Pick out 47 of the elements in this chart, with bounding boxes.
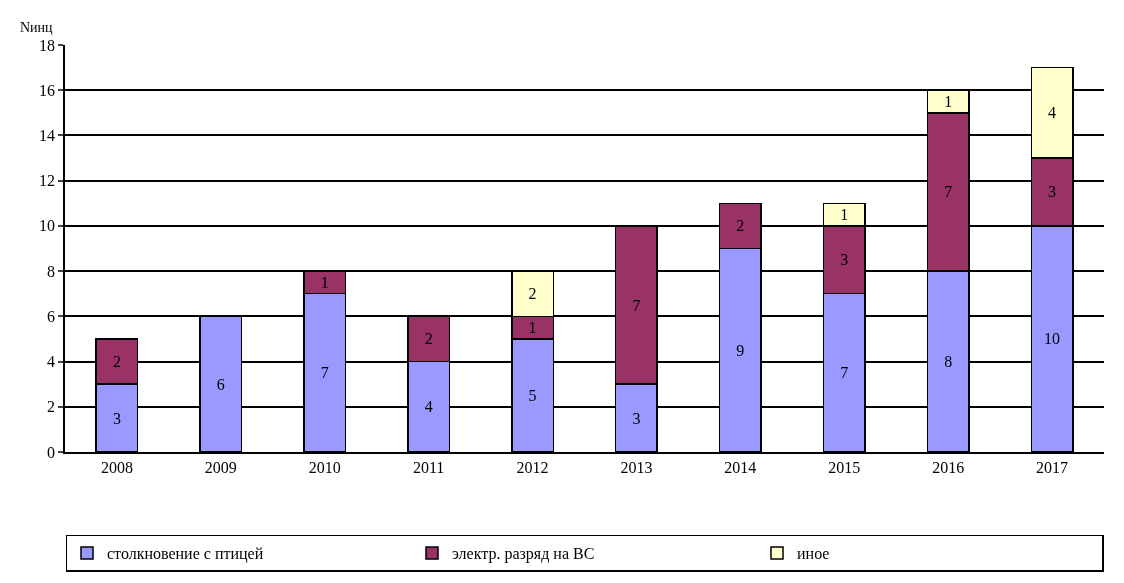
x-tick-label: 2013: [620, 458, 653, 476]
data-label: 1: [320, 273, 329, 291]
data-label: 2: [112, 353, 121, 371]
data-label: 7: [632, 296, 641, 314]
y-axis-title: Nинц: [20, 20, 54, 35]
data-label: 3: [840, 251, 849, 269]
data-label: 2: [736, 217, 745, 235]
y-tick-label: 18: [39, 36, 56, 54]
x-tick-label: 2016: [932, 458, 965, 476]
legend-label: электр. разряд на ВС: [452, 545, 595, 564]
data-label: 1: [944, 93, 953, 111]
data-label: 1: [528, 319, 537, 337]
data-label: 7: [840, 364, 849, 382]
x-tick-label: 2011: [412, 458, 445, 476]
data-label: 2: [528, 285, 537, 303]
data-label: 3: [112, 409, 121, 427]
data-label: 10: [1044, 330, 1061, 348]
y-tick-label: 6: [47, 307, 56, 325]
x-tick-label: 2014: [724, 458, 757, 476]
data-label: 5: [528, 386, 537, 404]
y-tick-label: 4: [47, 353, 56, 371]
data-label: 3: [1048, 183, 1057, 201]
data-label: 4: [1048, 104, 1057, 122]
data-label: 6: [216, 375, 225, 393]
data-label: 7: [320, 364, 329, 382]
x-tick-label: 2017: [1036, 458, 1069, 476]
data-label: 4: [424, 398, 433, 416]
y-tick-label: 8: [47, 262, 56, 280]
y-tick-label: 14: [39, 127, 56, 145]
data-label: 3: [632, 409, 641, 427]
y-tick-label: 2: [47, 398, 56, 416]
data-label: 1: [840, 206, 849, 224]
data-label: 2: [424, 330, 433, 348]
x-tick-label: 2008: [100, 458, 133, 476]
x-tick-label: 2010: [308, 458, 341, 476]
x-tick-label: 2015: [828, 458, 861, 476]
y-tick-label: 12: [39, 172, 56, 190]
y-tick-label: 16: [39, 81, 56, 99]
y-tick-label: 0: [47, 443, 56, 461]
legend-label: иное: [797, 545, 830, 563]
data-label: 7: [944, 183, 953, 201]
data-label: 9: [736, 341, 745, 359]
y-tick-label: 10: [39, 217, 56, 235]
x-tick-label: 2009: [204, 458, 237, 476]
data-label: 8: [944, 353, 953, 371]
legend-label: столкновение с птицей: [107, 545, 264, 564]
x-tick-label: 2012: [516, 458, 549, 476]
